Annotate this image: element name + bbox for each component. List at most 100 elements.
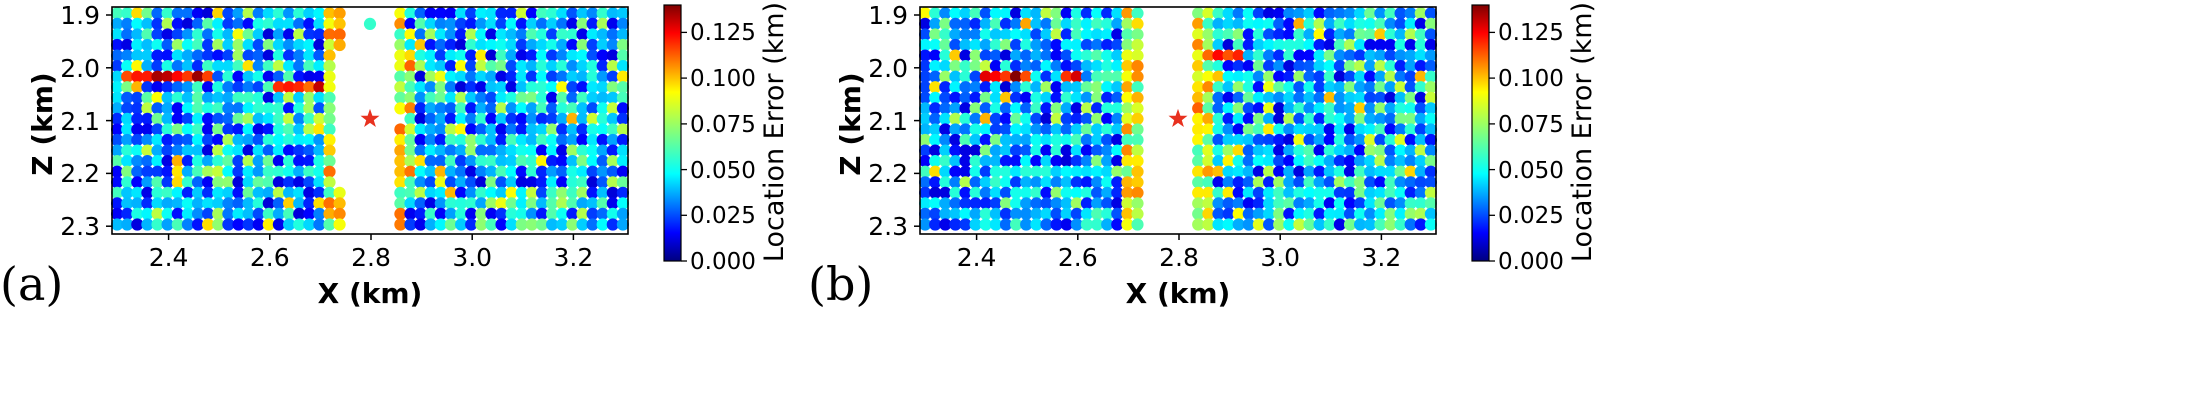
scatter-point [1070,197,1083,210]
scatter-point [444,165,457,178]
scatter-point [1050,186,1063,199]
scatter-point [283,112,296,125]
scatter-point [414,7,427,20]
scatter-point [1333,17,1346,30]
scatter-point [1080,102,1093,115]
scatter-point [283,60,296,73]
scatter-point [525,49,539,62]
scatter-point [1273,133,1286,147]
scatter-point [414,112,427,125]
scatter-point [1192,7,1205,20]
scatter-point [272,133,285,147]
scatter-point [979,165,992,178]
scatter-point [1263,70,1276,83]
scatter-point [1414,197,1427,210]
scatter-point [1111,207,1124,220]
scatter-point [586,70,599,83]
scatter-point [1313,60,1326,73]
colorbar-tick-label: 0.025 [690,203,756,229]
scatter-point [455,38,468,52]
scatter-point [202,155,215,168]
scatter-point [989,60,1003,73]
scatter-point [1212,28,1225,41]
scatter-point [576,49,589,62]
scatter-point [1414,186,1427,199]
scatter-point [1252,91,1265,104]
scatter-point [1313,112,1326,125]
scatter-point [1050,123,1063,136]
scatter-point [262,17,275,30]
scatter-point [495,186,508,199]
scatter-point [465,176,478,189]
scatter-point [444,70,457,83]
scatter-point [394,81,407,94]
scatter-point [1343,38,1357,52]
scatter-point [1293,17,1306,30]
scatter-point [293,91,306,104]
scatter-point [535,165,549,178]
scatter-point [141,144,154,157]
scatter-point [616,218,630,231]
scatter-point [939,123,952,136]
scatter-point [535,123,549,136]
scatter-point [1323,38,1336,52]
scatter-point [333,197,346,210]
scatter-point [1192,102,1205,115]
scatter-point [161,123,174,136]
scatter-point [1394,70,1407,83]
scatter-point [1424,38,1437,52]
scatter-point [1222,123,1235,136]
scatter-point [586,155,599,168]
scatter-point [1040,91,1053,104]
scatter-point [1364,218,1377,231]
scatter-point [1121,102,1134,115]
scatter-point [1040,207,1053,220]
scatter-point [949,186,962,199]
scatter-point [121,176,134,189]
scatter-point [455,81,468,94]
scatter-point [515,7,528,20]
scatter-point [1313,49,1326,62]
scatter-point [616,102,630,115]
scatter-point [606,207,619,220]
scatter-point [1030,133,1043,147]
scatter-point [576,38,589,52]
scatter-point [999,49,1013,62]
scatter-point [1343,176,1357,189]
y-tick-label: 2.1 [60,107,100,136]
scatter-point [1091,155,1104,168]
scatter-point [293,28,306,41]
scatter-point [131,186,144,199]
scatter-point [1030,165,1043,178]
scatter-point [546,70,559,83]
scatter-point [1202,102,1215,115]
scatter-point [1212,133,1225,147]
scatter-point [566,144,579,157]
scatter-point [1040,70,1053,83]
scatter-point [1323,165,1336,178]
scatter-point [1040,81,1053,94]
scatter-point [1121,207,1134,220]
scatter-point [303,197,316,210]
scatter-point [1424,165,1437,178]
scatter-point [999,7,1013,20]
scatter-point [1273,7,1286,20]
scatter-point [272,186,285,199]
scatter-point [919,197,932,210]
scatter-point [1323,102,1336,115]
scatter-point [455,123,468,136]
scatter-point [465,155,478,168]
scatter-point [1252,112,1265,125]
scatter-point [222,81,235,94]
scatter-point [1354,176,1367,189]
scatter-point [1333,112,1346,125]
scatter-point [1030,123,1043,136]
scatter-point [444,60,457,73]
scatter-point [111,81,124,94]
scatter-point [535,133,549,147]
scatter-point [455,207,468,220]
scatter-point [1050,28,1063,41]
scatter-point [1020,91,1033,104]
scatter-point [949,38,962,52]
scatter-point [272,70,285,83]
